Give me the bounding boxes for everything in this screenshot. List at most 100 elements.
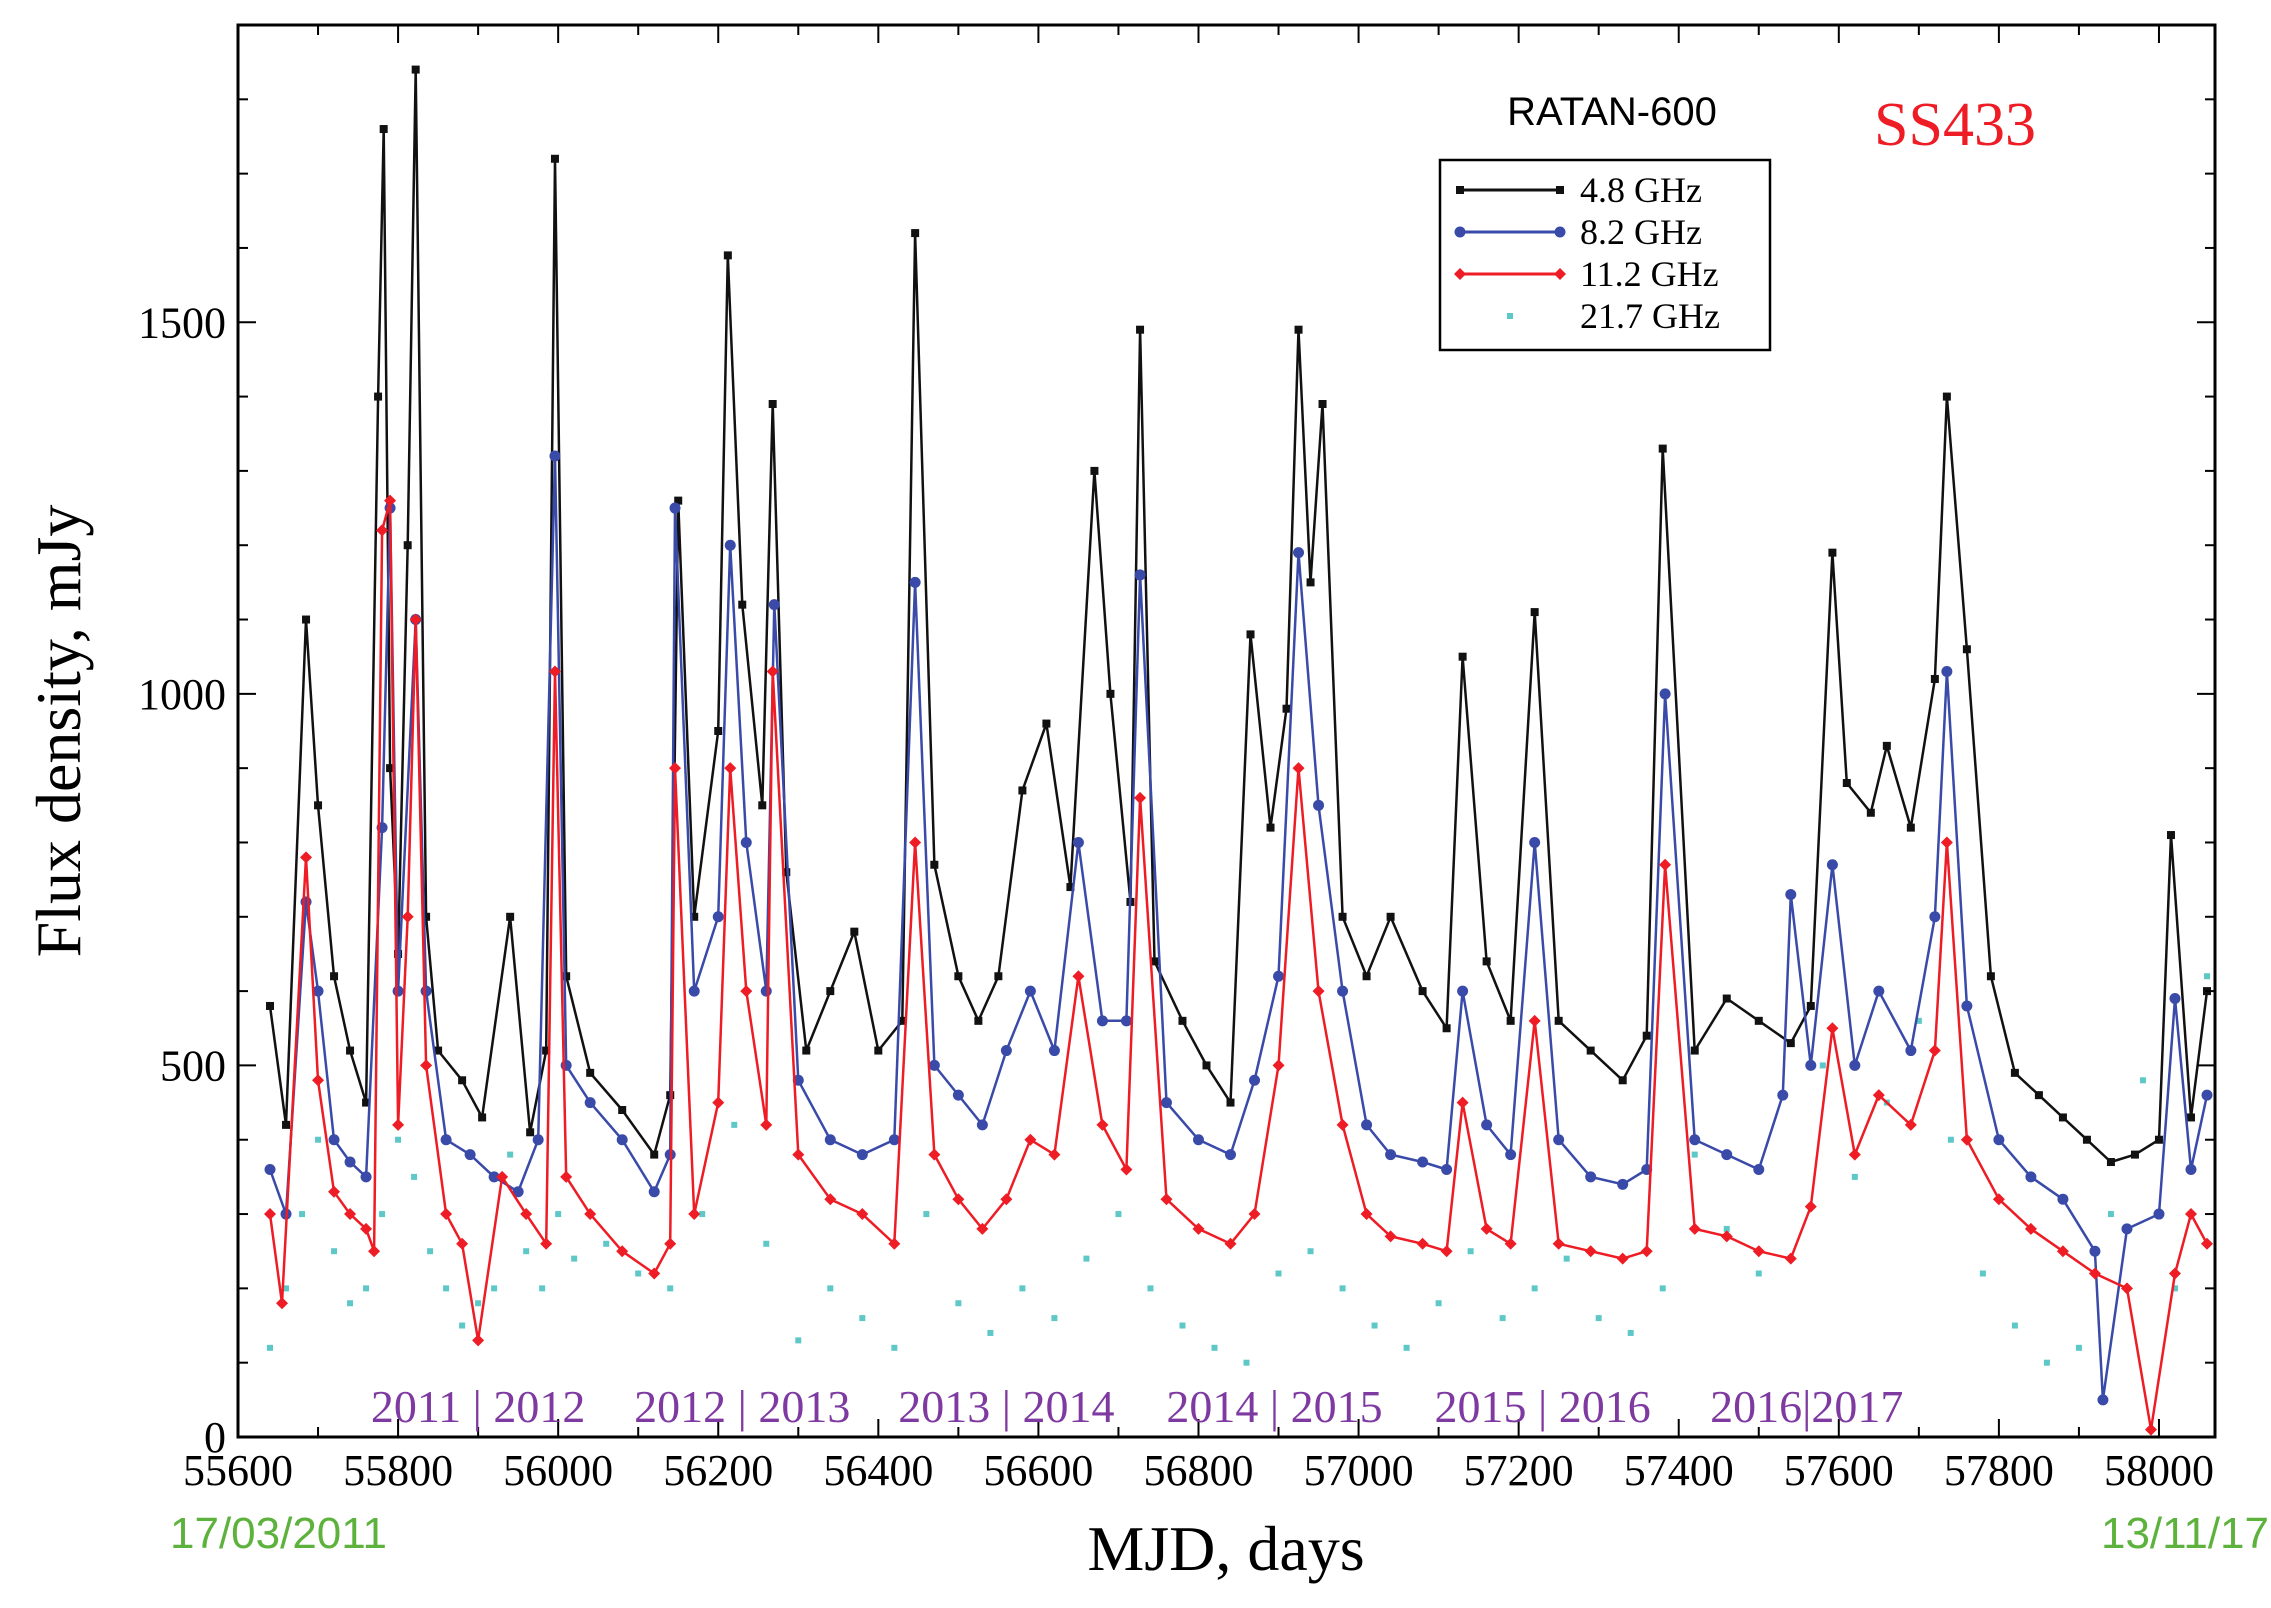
- point-11.2ghz: [1872, 1089, 1885, 1102]
- point-11.2ghz: [1072, 970, 1085, 983]
- point-4.8ghz: [458, 1076, 467, 1085]
- point-8.2ghz: [1417, 1156, 1429, 1168]
- point-4.8ghz: [302, 615, 311, 624]
- point-4.8ghz: [1282, 704, 1291, 713]
- point-4.8ghz: [2186, 1113, 2195, 1122]
- x-tick-label: 57600: [1784, 1446, 1894, 1495]
- year-label: 2012 | 2013: [634, 1381, 850, 1432]
- point-21.7ghz: [1979, 1270, 1986, 1277]
- x-tick-label: 57200: [1464, 1446, 1574, 1495]
- x-tick-label: 56000: [503, 1446, 613, 1495]
- point-4.8ghz: [758, 801, 767, 810]
- point-4.8ghz: [690, 912, 699, 921]
- point-4.8ghz: [550, 154, 559, 163]
- x-tick-label: 57800: [1944, 1446, 2054, 1495]
- point-8.2ghz: [909, 576, 921, 588]
- point-11.2ghz: [1454, 268, 1466, 280]
- point-11.2ghz: [496, 1170, 509, 1183]
- point-21.7ghz: [2107, 1211, 2114, 1218]
- point-4.8ghz: [266, 1001, 275, 1010]
- point-11.2ghz: [300, 851, 313, 864]
- point-4.8ghz: [2058, 1113, 2067, 1122]
- point-4.8ghz: [1642, 1031, 1651, 1040]
- series-line: [268, 68, 2209, 1164]
- point-8.2ghz: [1000, 1045, 1012, 1057]
- point-11.2ghz: [376, 524, 389, 537]
- plot-frame: [236, 23, 2217, 1439]
- point-4.8ghz: [1986, 972, 1995, 981]
- point-8.2ghz: [1659, 688, 1671, 700]
- point-8.2ghz: [1849, 1059, 1861, 1071]
- point-11.2ghz: [1584, 1245, 1597, 1258]
- point-4.8ghz: [2130, 1150, 2139, 1159]
- point-11.2ghz: [264, 1208, 277, 1221]
- point-11.2ghz: [856, 1208, 869, 1221]
- point-8.2ghz: [952, 1089, 964, 1101]
- point-11.2ghz: [1360, 1208, 1373, 1221]
- point-8.2ghz: [1941, 666, 1953, 678]
- y-tick-label: 1000: [138, 670, 226, 719]
- point-21.7ghz: [1915, 1017, 1922, 1024]
- year-label: 2014 | 2015: [1166, 1381, 1382, 1432]
- point-4.8ghz: [2166, 831, 2175, 840]
- point-4.8ghz: [974, 1016, 983, 1025]
- point-8.2ghz: [1529, 836, 1541, 848]
- point-21.7ghz: [1947, 1136, 1954, 1143]
- point-21.7ghz: [1307, 1248, 1314, 1255]
- point-4.8ghz: [1942, 392, 1951, 401]
- point-4.8ghz: [898, 1016, 907, 1025]
- point-4.8ghz: [954, 972, 963, 981]
- point-11.2ghz: [392, 1118, 405, 1131]
- point-4.8ghz: [674, 496, 683, 505]
- point-4.8ghz: [346, 1046, 355, 1055]
- point-8.2ghz: [1134, 569, 1146, 581]
- point-8.2ghz: [928, 1059, 940, 1071]
- point-11.2ghz: [409, 613, 422, 626]
- point-8.2ghz: [1337, 985, 1349, 997]
- point-8.2ghz: [1481, 1119, 1493, 1131]
- point-8.2ghz: [1048, 1045, 1060, 1057]
- point-4.8ghz: [506, 912, 515, 921]
- point-8.2ghz: [2169, 993, 2181, 1005]
- point-21.7ghz: [603, 1240, 610, 1247]
- point-11.2ghz: [952, 1193, 965, 1206]
- point-8.2ghz: [1313, 799, 1325, 811]
- point-8.2ghz: [856, 1149, 868, 1161]
- point-11.2ghz: [1640, 1245, 1653, 1258]
- x-tick-label: 55800: [343, 1446, 453, 1495]
- point-21.7ghz: [315, 1136, 322, 1143]
- point-8.2ghz: [1273, 970, 1285, 982]
- point-21.7ghz: [827, 1285, 834, 1292]
- point-21.7ghz: [283, 1285, 290, 1292]
- point-4.8ghz: [2106, 1158, 2115, 1167]
- point-8.2ghz: [1454, 226, 1466, 238]
- series-line: [268, 499, 2209, 1431]
- point-21.7ghz: [1819, 1062, 1826, 1069]
- point-11.2ghz: [1248, 1208, 1261, 1221]
- point-21.7ghz: [459, 1322, 466, 1329]
- point-4.8ghz: [1136, 325, 1145, 334]
- point-11.2ghz: [1480, 1222, 1493, 1235]
- point-21.7ghz: [2075, 1344, 2082, 1351]
- series-layer: [264, 65, 2213, 1436]
- point-21.7ghz: [1755, 1270, 1762, 1277]
- point-4.8ghz: [422, 912, 431, 921]
- point-8.2ghz: [1993, 1134, 2005, 1146]
- point-4.8ghz: [1842, 779, 1851, 788]
- point-8.2ghz: [392, 985, 404, 997]
- point-21.7ghz: [1083, 1255, 1090, 1262]
- point-4.8ghz: [282, 1120, 291, 1129]
- point-11.2ghz: [824, 1193, 837, 1206]
- point-8.2ghz: [2121, 1223, 2133, 1235]
- point-11.2ghz: [328, 1185, 341, 1198]
- y-axis-title: Flux density, mJy: [23, 505, 94, 958]
- point-11.2ghz: [1024, 1133, 1037, 1146]
- point-11.2ghz: [688, 1208, 701, 1221]
- point-4.8ghz: [911, 229, 920, 238]
- point-21.7ghz: [1723, 1225, 1730, 1232]
- point-8.2ghz: [2089, 1245, 2101, 1257]
- point-11.2ghz: [664, 1237, 677, 1250]
- point-8.2ghz: [1585, 1171, 1597, 1183]
- point-4.8ghz: [1456, 186, 1464, 194]
- point-4.8ghz: [1618, 1076, 1627, 1085]
